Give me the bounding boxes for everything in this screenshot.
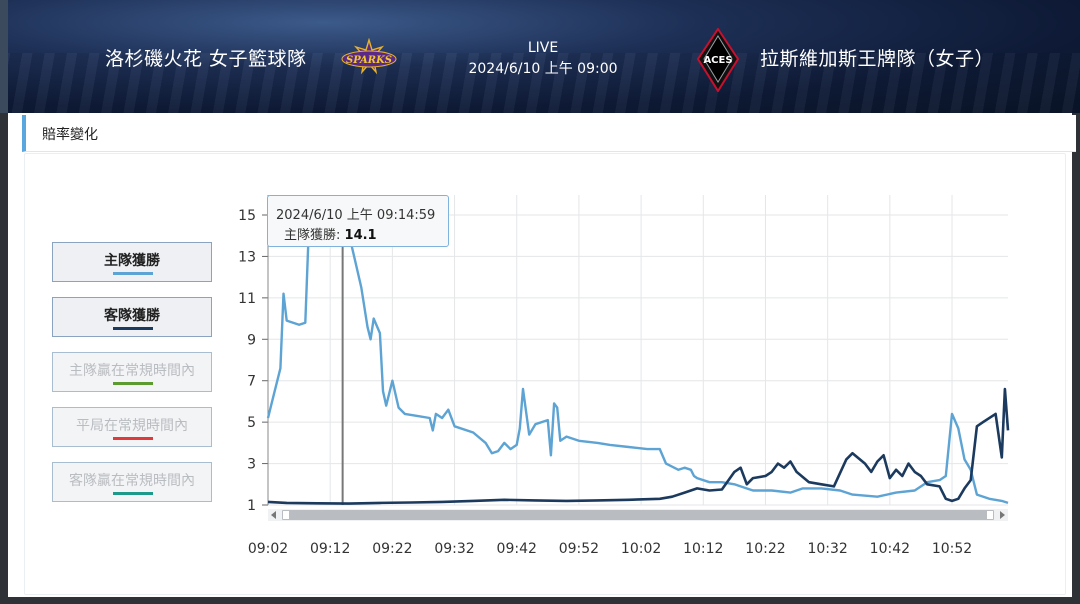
legend-swatch — [113, 492, 153, 495]
y-tick-label: 9 — [247, 332, 256, 348]
legend-label: 主隊獲勝 — [104, 253, 160, 269]
legend-label: 客隊獲勝 — [104, 308, 160, 324]
legend-home-regulation[interactable]: 主隊贏在常規時間內 — [52, 352, 212, 392]
x-tick-label: 10:42 — [870, 541, 910, 557]
x-tick-label: 09:12 — [310, 541, 350, 557]
live-label: LIVE — [527, 40, 559, 56]
svg-text:ACES: ACES — [703, 55, 732, 66]
x-tick-label: 09:32 — [434, 541, 474, 557]
crowd-background — [0, 53, 1080, 113]
legend-swatch — [113, 382, 153, 385]
legend-away-win[interactable]: 客隊獲勝 — [52, 297, 212, 337]
legend-label: 客隊贏在常規時間內 — [69, 473, 195, 489]
match-header: 洛杉磯火花 女子籃球隊 SPARKS LIVE 2024/6/10 上午 09:… — [0, 0, 1080, 113]
x-tick-label: 09:52 — [559, 541, 599, 557]
x-tick-label: 10:12 — [683, 541, 723, 557]
legend-swatch — [113, 327, 153, 330]
series-line-home-win — [266, 211, 1009, 505]
sparks-logo: SPARKS — [338, 37, 400, 78]
series-line-away-win — [267, 387, 1010, 505]
y-tick-label: 15 — [238, 208, 256, 224]
scroll-right-arrow[interactable] — [1000, 511, 1005, 519]
panel-header: 賠率變化 — [22, 115, 1076, 152]
legend-draw-regulation[interactable]: 平局在常規時間內 — [52, 407, 212, 447]
x-tick-label: 10:52 — [932, 541, 972, 557]
tooltip-time: 2024/6/10 上午 09:14:59 — [276, 208, 436, 223]
legend-home-win[interactable]: 主隊獲勝 — [52, 242, 212, 282]
y-tick-label: 11 — [238, 291, 256, 307]
tooltip-value: 14.1 — [344, 228, 377, 243]
match-datetime: 2024/6/10 上午 09:00 — [468, 61, 618, 77]
legend-swatch — [113, 437, 153, 440]
y-tick-label: 1 — [247, 498, 256, 514]
y-tick-label: 13 — [238, 249, 256, 265]
x-tick-label: 10:02 — [621, 541, 661, 557]
scrollbar-handle-left — [283, 511, 289, 519]
match-status: LIVE 2024/6/10 上午 09:00 — [430, 40, 656, 78]
x-tick-label: 09:42 — [497, 541, 537, 557]
x-tick-label: 09:22 — [372, 541, 412, 557]
scrollbar-handle-right — [987, 511, 993, 519]
scroll-left-arrow[interactable] — [271, 511, 276, 519]
y-tick-label: 5 — [247, 415, 256, 431]
legend-label: 主隊贏在常規時間內 — [69, 363, 195, 379]
legend-label: 平局在常規時間內 — [76, 418, 188, 434]
aces-logo: ACES — [694, 27, 742, 93]
away-team-name: 拉斯維加斯王牌隊（女子） — [760, 48, 995, 70]
svg-text:SPARKS: SPARKS — [346, 55, 392, 66]
legend-away-regulation[interactable]: 客隊贏在常規時間內 — [52, 462, 212, 502]
chart-tooltip: 2024/6/10 上午 09:14:59 主隊獲勝: 14.1 — [267, 195, 449, 247]
x-tick-label: 10:22 — [745, 541, 785, 557]
header-left-strip — [0, 0, 8, 113]
home-team-name: 洛杉磯火花 女子籃球隊 — [105, 48, 307, 70]
panel-title: 賠率變化 — [42, 127, 98, 143]
tooltip-series: 主隊獲勝 — [284, 228, 337, 243]
tooltip-value-row: 主隊獲勝: 14.1 — [284, 228, 377, 243]
y-tick-label: 3 — [247, 457, 256, 473]
x-tick-label: 09:02 — [248, 541, 288, 557]
y-tick-label: 7 — [247, 374, 256, 390]
scrollbar-thumb[interactable] — [282, 510, 994, 520]
legend-swatch — [113, 272, 153, 275]
x-tick-label: 10:32 — [807, 541, 847, 557]
